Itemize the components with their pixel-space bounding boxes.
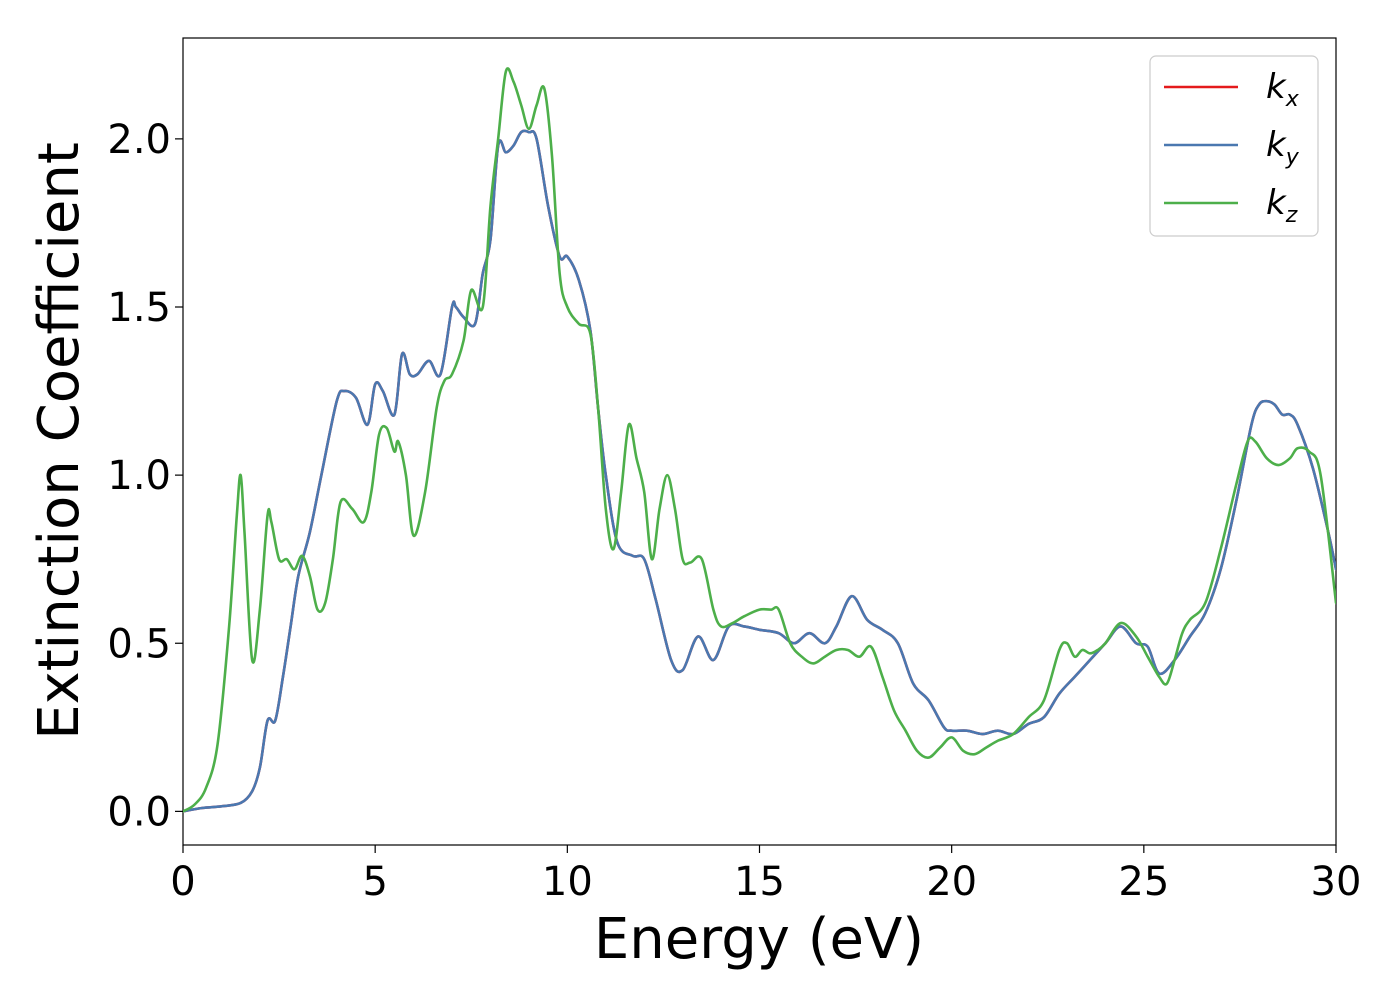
y-axis: 0.0 0.5 1.0 1.5 2.0 bbox=[107, 117, 183, 835]
x-tick-label: 5 bbox=[362, 859, 387, 905]
y-tick-label: 0.5 bbox=[107, 621, 171, 667]
x-tick-label: 0 bbox=[170, 859, 195, 905]
x-axis-title: Energy (eV) bbox=[594, 907, 924, 972]
y-tick-label: 2.0 bbox=[107, 117, 171, 163]
x-tick-label: 30 bbox=[1311, 859, 1362, 905]
legend-label-main: k bbox=[1266, 125, 1287, 165]
series-line-ky bbox=[183, 129, 1336, 813]
legend-label-kz: kz bbox=[1266, 183, 1298, 228]
y-axis-title: Extinction Coefficient bbox=[27, 142, 92, 740]
legend-label-kx: kx bbox=[1266, 67, 1300, 112]
series-layer bbox=[183, 67, 1336, 813]
legend-label-subscript: z bbox=[1285, 203, 1298, 228]
legend-label-ky: ky bbox=[1266, 125, 1300, 170]
x-axis: 0 5 10 15 20 25 30 bbox=[170, 845, 1361, 905]
legend-label-main: k bbox=[1266, 67, 1287, 107]
legend-label-subscript: x bbox=[1285, 87, 1300, 112]
series-line-kz bbox=[183, 67, 1336, 813]
legend-label-subscript: y bbox=[1285, 145, 1300, 170]
x-tick-label: 25 bbox=[1118, 859, 1169, 905]
y-tick-label: 1.5 bbox=[107, 285, 171, 331]
x-tick-label: 20 bbox=[926, 859, 977, 905]
x-tick-label: 15 bbox=[734, 859, 785, 905]
y-tick-label: 0.0 bbox=[107, 789, 171, 835]
legend-label-main: k bbox=[1266, 183, 1287, 223]
x-tick-label: 10 bbox=[542, 859, 593, 905]
y-tick-label: 1.0 bbox=[107, 453, 171, 499]
